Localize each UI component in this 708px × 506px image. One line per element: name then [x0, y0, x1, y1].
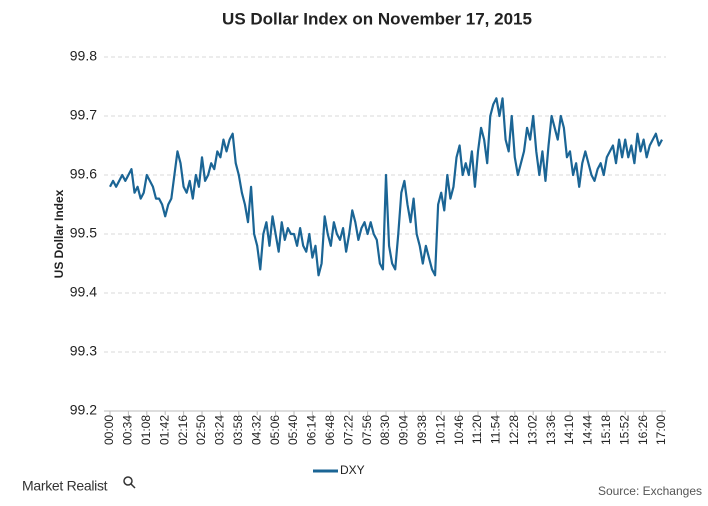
source: Source: Exchanges [598, 484, 702, 498]
x-tick-label: 01:08 [139, 415, 153, 445]
x-tick-label: 00:00 [102, 415, 116, 445]
x-tick-label: 10:46 [452, 415, 466, 445]
x-tick-label: 09:38 [415, 415, 429, 445]
x-tick-label: 07:22 [341, 415, 355, 445]
y-tick-label: 99.3 [70, 343, 97, 359]
y-axis-label: US Dollar Index [52, 189, 66, 278]
x-tick-label: 11:20 [470, 415, 484, 444]
x-tick-label: 03:24 [213, 415, 227, 445]
y-tick-label: 99.2 [70, 402, 97, 418]
x-tick-label: 15:52 [617, 415, 631, 445]
y-tick-label: 99.6 [70, 166, 97, 182]
x-tick-label: 02:50 [194, 415, 208, 445]
x-tick-label: 03:58 [231, 415, 245, 445]
x-tick-label: 16:26 [636, 415, 650, 445]
x-tick-label: 06:14 [305, 415, 319, 445]
x-tick-label: 05:40 [286, 415, 300, 445]
x-tick-label: 17:00 [654, 415, 668, 445]
x-tick-label: 15:18 [599, 415, 613, 445]
x-tick-label: 00:34 [121, 415, 135, 445]
y-tick-label: 99.7 [70, 107, 97, 123]
x-tick-label: 11:54 [489, 415, 503, 444]
x-tick-label: 14:44 [581, 415, 595, 445]
y-tick-label: 99.5 [70, 225, 97, 241]
x-tick-label: 06:48 [323, 415, 337, 445]
brand: Market Realist [22, 478, 108, 494]
x-tick-label: 10:12 [433, 415, 447, 445]
x-tick-label: 07:56 [360, 415, 374, 445]
x-tick-label: 08:30 [378, 415, 392, 445]
x-tick-label: 13:02 [525, 415, 539, 445]
x-tick-label: 09:04 [397, 415, 411, 445]
x-tick-label: 01:42 [157, 415, 171, 445]
data-line [109, 97, 663, 277]
chart-title: US Dollar Index on November 17, 2015 [222, 9, 532, 28]
x-tick-label: 02:16 [176, 415, 190, 445]
x-tick-label: 05:06 [268, 415, 282, 445]
y-tick-label: 99.8 [70, 48, 97, 64]
brand-icon [123, 476, 136, 489]
y-tick-label: 99.4 [70, 284, 97, 300]
x-tick-label: 12:28 [507, 415, 521, 445]
x-tick-label: 13:36 [544, 415, 558, 445]
legend-label: DXY [340, 463, 365, 477]
x-tick-label: 14:10 [562, 415, 576, 445]
x-tick-label: 04:32 [249, 415, 263, 445]
